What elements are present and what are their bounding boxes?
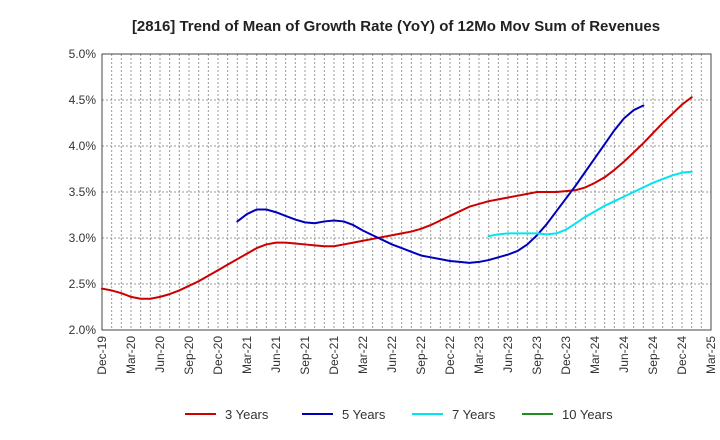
legend-item-7-years: 7 Years (412, 407, 496, 422)
y-tick-label: 3.0% (69, 231, 97, 245)
x-tick-label: Jun-23 (501, 336, 515, 373)
series-line-5-years (236, 104, 645, 264)
x-tick-label: Sep-23 (530, 336, 544, 375)
plot-area (101, 53, 712, 331)
y-tick-label: 2.5% (69, 277, 97, 291)
x-tick-label: Dec-23 (559, 336, 573, 375)
legend-label: 5 Years (342, 407, 386, 422)
x-tick-label: Sep-22 (414, 336, 428, 375)
x-tick-label: Mar-20 (124, 336, 138, 374)
chart-title: [2816] Trend of Mean of Growth Rate (YoY… (132, 18, 660, 35)
y-tick-label: 5.0% (69, 47, 97, 61)
legend-label: 10 Years (562, 407, 613, 422)
legend-item-3-years: 3 Years (185, 407, 269, 422)
series-lines (101, 96, 693, 300)
x-tick-label: Sep-21 (298, 336, 312, 375)
grid (101, 53, 712, 331)
legend-label: 3 Years (225, 407, 269, 422)
legend-label: 7 Years (452, 407, 496, 422)
x-tick-label: Dec-19 (95, 336, 109, 375)
x-tick-label: Mar-21 (240, 336, 254, 374)
x-axis: Dec-19 Mar-20 Jun-20 Sep-20 Dec-20 Mar-21 Jun-… (95, 336, 718, 375)
x-tick-label: Dec-20 (211, 336, 225, 375)
x-tick-label: Jun-22 (385, 336, 399, 373)
series-line-7-years (487, 170, 693, 238)
x-tick-label: Dec-21 (327, 336, 341, 375)
legend-item-5-years: 5 Years (302, 407, 386, 422)
y-axis: 2.0% 2.5% 3.0% 3.5% 4.0% 4.5% 5.0% (69, 47, 97, 337)
series-line-3-years (101, 96, 693, 300)
x-tick-label: Jun-24 (617, 336, 631, 373)
legend: 3 Years 5 Years 7 Years 10 Years (185, 407, 613, 422)
x-tick-label: Mar-22 (356, 336, 370, 374)
legend-item-10-years: 10 Years (522, 407, 613, 422)
x-tick-label: Sep-24 (646, 336, 660, 375)
y-tick-label: 4.0% (69, 139, 97, 153)
y-tick-label: 2.0% (69, 323, 97, 337)
x-tick-label: Mar-25 (704, 336, 718, 374)
y-tick-label: 4.5% (69, 93, 97, 107)
x-tick-label: Jun-20 (153, 336, 167, 373)
x-tick-label: Sep-20 (182, 336, 196, 375)
y-tick-label: 3.5% (69, 185, 97, 199)
x-tick-label: Mar-24 (588, 336, 602, 374)
x-tick-label: Jun-21 (269, 336, 283, 373)
x-tick-label: Dec-22 (443, 336, 457, 375)
x-tick-label: Dec-24 (675, 336, 689, 375)
x-tick-label: Mar-23 (472, 336, 486, 374)
